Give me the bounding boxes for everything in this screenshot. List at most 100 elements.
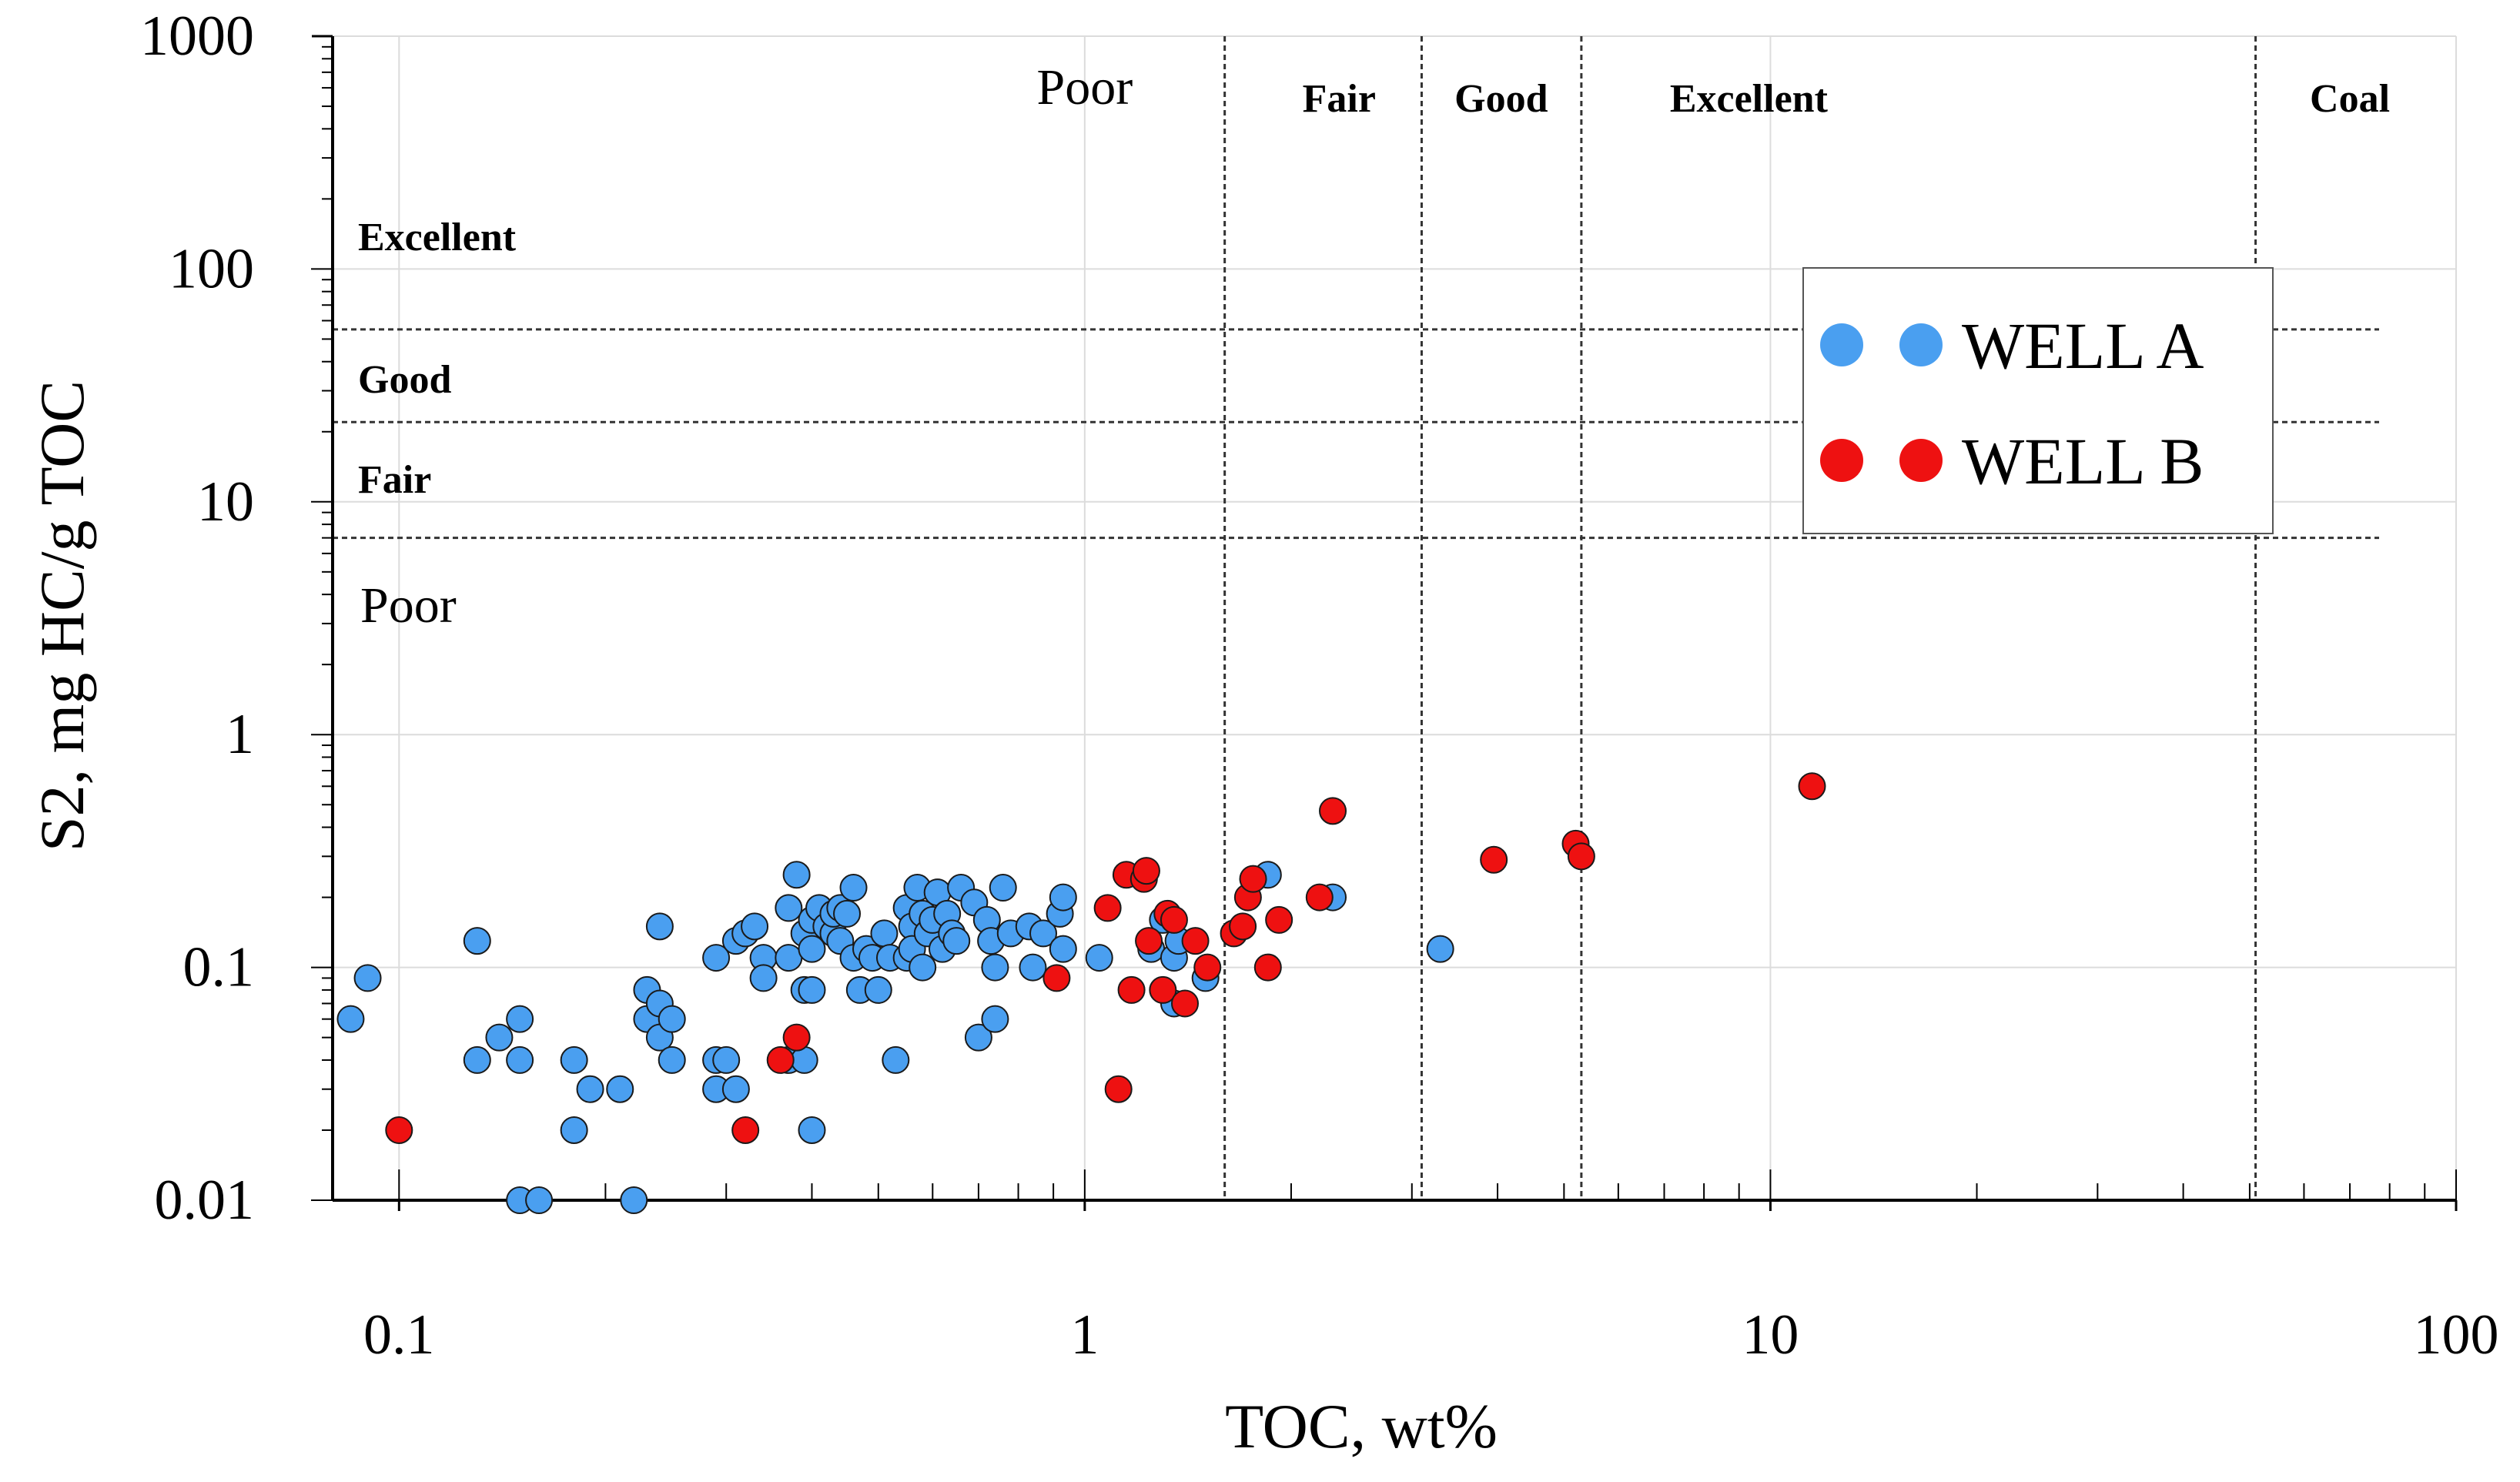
data-point <box>645 912 674 941</box>
data-point <box>775 944 803 972</box>
data-point <box>749 964 778 992</box>
data-point <box>525 1186 554 1214</box>
data-point <box>1426 935 1454 963</box>
data-point <box>1193 953 1222 982</box>
data-point <box>775 894 803 922</box>
toc-zone-label: Coal <box>2310 77 2390 121</box>
data-point <box>1319 797 1347 825</box>
data-point <box>942 927 971 955</box>
data-point <box>353 964 382 992</box>
data-point <box>882 1045 910 1074</box>
data-point <box>741 912 769 941</box>
legend-marker <box>1899 439 1943 482</box>
data-point <box>1229 912 1257 941</box>
data-point <box>870 919 899 948</box>
data-point <box>964 1023 992 1052</box>
data-point <box>1019 953 1047 982</box>
data-point <box>1029 919 1058 948</box>
series-well-a <box>336 861 1454 1214</box>
y-tick-label: 1 <box>226 703 254 766</box>
data-point <box>981 953 1009 982</box>
data-point <box>782 861 811 889</box>
y-tick-label: 0.01 <box>155 1169 255 1232</box>
data-point <box>1160 905 1188 934</box>
data-point <box>1132 857 1160 885</box>
data-point <box>1798 772 1826 801</box>
data-point <box>1049 883 1077 912</box>
s2-zone-label: Poor <box>360 577 457 634</box>
data-point <box>864 975 892 1004</box>
data-point <box>798 975 826 1004</box>
data-point <box>463 927 491 955</box>
toc-zone-label: Excellent <box>1670 77 1829 121</box>
data-point <box>1049 935 1077 963</box>
data-point <box>731 1116 760 1144</box>
data-point <box>1265 905 1293 934</box>
data-point <box>560 1116 588 1144</box>
data-point <box>702 944 731 972</box>
data-point <box>1567 842 1595 871</box>
data-point <box>506 1045 534 1074</box>
x-tick-label: 1 <box>1070 1303 1099 1367</box>
toc-zone-label: Fair <box>1303 77 1376 121</box>
legend-marker <box>1820 323 1863 366</box>
data-point <box>1117 975 1146 1004</box>
data-point <box>839 874 868 902</box>
data-point <box>1171 989 1200 1018</box>
data-point <box>1253 953 1282 982</box>
x-axis-title: TOC, wt% <box>1225 1391 1498 1461</box>
legend-box <box>1802 267 2274 534</box>
data-point <box>336 1005 365 1033</box>
data-point <box>1104 1075 1133 1103</box>
data-point <box>658 1005 686 1033</box>
legend-label: WELL A <box>1962 309 2204 383</box>
data-point <box>833 899 862 928</box>
legend-label: WELL B <box>1962 424 2204 498</box>
data-point <box>463 1045 491 1074</box>
data-point <box>981 1005 1009 1033</box>
data-point <box>1042 964 1071 992</box>
x-tick-label: 0.1 <box>363 1303 435 1367</box>
data-point <box>1305 883 1334 912</box>
y-tick-label: 0.1 <box>183 936 255 999</box>
s2-zone-label: Excellent <box>358 216 517 259</box>
data-point <box>576 1075 604 1103</box>
data-point <box>1239 865 1267 893</box>
data-point <box>1135 927 1163 955</box>
data-point <box>658 1045 686 1074</box>
data-point <box>766 1045 795 1074</box>
data-point <box>506 1005 534 1033</box>
data-point <box>1093 894 1122 922</box>
x-tick-label: 100 <box>2414 1303 2499 1367</box>
data-point <box>721 1075 750 1103</box>
y-tick-label: 100 <box>169 237 254 300</box>
gridlines <box>333 35 2457 1201</box>
y-tick-label: 1000 <box>140 5 254 68</box>
data-point <box>1085 944 1113 972</box>
data-point <box>909 953 937 982</box>
data-point <box>485 1023 514 1052</box>
data-point <box>798 935 826 963</box>
x-tick-label: 10 <box>1742 1303 1799 1367</box>
legend-marker <box>1899 323 1943 366</box>
s2-zone-label: Good <box>358 358 451 402</box>
data-point <box>1149 975 1177 1004</box>
s2-zone-label: Fair <box>358 458 431 502</box>
data-point <box>782 1023 811 1052</box>
data-point <box>560 1045 588 1074</box>
data-point <box>385 1116 413 1144</box>
data-point <box>1181 927 1210 955</box>
data-points <box>336 772 1826 1214</box>
toc-zone-label: Good <box>1454 77 1548 121</box>
legend: WELL A WELL B <box>1802 267 2274 534</box>
zone-labels: Poor Fair Good Excellent Coal Excellent Good Fa… <box>358 59 2390 634</box>
y-axis-title: S2, mg HC/g TOC <box>27 380 97 851</box>
legend-marker <box>1820 439 1863 482</box>
series-well-b <box>385 772 1826 1144</box>
y-tick-label: 10 <box>197 470 254 534</box>
data-point <box>606 1075 634 1103</box>
data-point <box>712 1045 741 1074</box>
data-point <box>620 1186 648 1214</box>
